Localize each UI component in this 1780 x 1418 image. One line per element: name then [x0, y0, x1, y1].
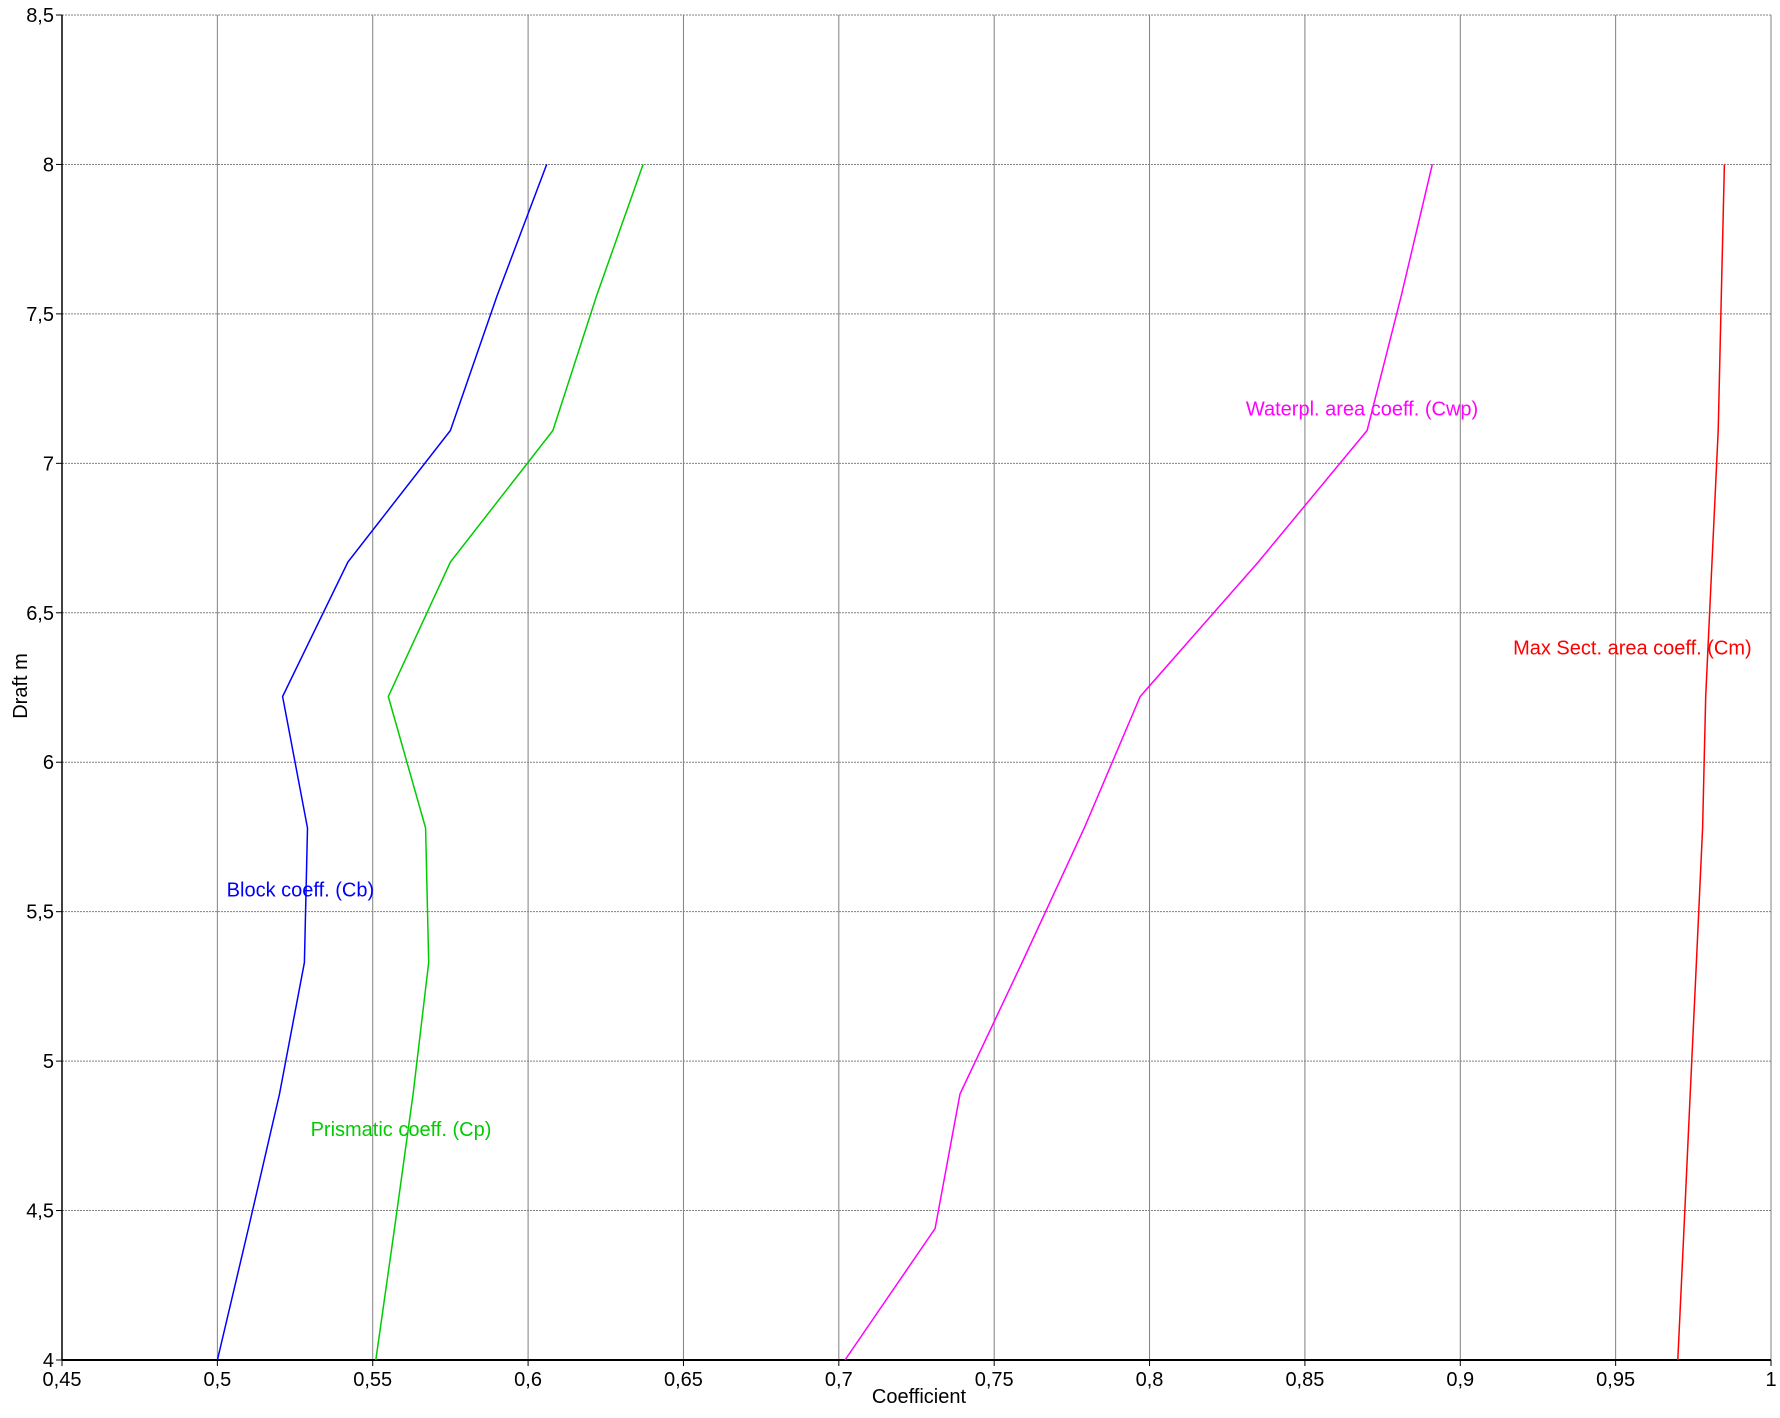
series-line [1677, 164, 1726, 1361]
plot-area [62, 15, 1771, 1360]
axes-layer: 0,45 0,5 0,55 0,6 0,65 0,7 0,75 0,8 0,85 0,9 0,95 1… [26, 5, 1776, 1391]
y-tick-label: 4 [43, 1350, 54, 1372]
x-tick-label: 0,5 [203, 1369, 231, 1391]
series-line [844, 164, 1434, 1361]
x-tick-label: 0,95 [1596, 1369, 1635, 1391]
x-tick-label: 0,9 [1446, 1369, 1474, 1391]
y-tick-label: 4,5 [26, 1201, 54, 1223]
y-tick-label: 7 [43, 453, 54, 475]
series-layer [216, 164, 1726, 1361]
y-tick-label: 8 [43, 154, 54, 176]
series-label: Waterpl. area coeff. (Cwp) [1246, 399, 1478, 421]
series-line [216, 164, 548, 1361]
y-axis-title: Draft m [10, 653, 32, 719]
y-tick-label: 6,5 [26, 603, 54, 625]
x-tick-label: 0,8 [1136, 1369, 1164, 1391]
x-tick-label: 0,45 [43, 1369, 82, 1391]
x-tick-label: 0,55 [353, 1369, 392, 1391]
x-tick-label: 0,85 [1285, 1369, 1324, 1391]
x-tick-label: 0,75 [975, 1369, 1014, 1391]
x-tick-label: 0,7 [825, 1369, 853, 1391]
x-tick-label: 1 [1765, 1369, 1776, 1391]
x-tick-label: 0,6 [514, 1369, 542, 1391]
y-tick-label: 8,5 [26, 5, 54, 27]
x-tick-label: 0,65 [664, 1369, 703, 1391]
series-label: Block coeff. (Cb) [227, 880, 374, 902]
series-label: Prismatic coeff. (Cp) [311, 1119, 492, 1141]
y-tick-label: 6 [43, 752, 54, 774]
series-label: Max Sect. area coeff. (Cm) [1513, 638, 1752, 660]
grid-layer [61, 14, 1772, 1361]
x-axis-title: Coefficient [872, 1386, 967, 1408]
y-tick-label: 5,5 [26, 902, 54, 924]
y-tick-label: 5 [43, 1051, 54, 1073]
series-line [375, 164, 644, 1361]
y-tick-label: 7,5 [26, 304, 54, 326]
label-layer: Block coeff. (Cb) Prismatic coeff. (Cp) Wa… [227, 399, 1752, 1141]
